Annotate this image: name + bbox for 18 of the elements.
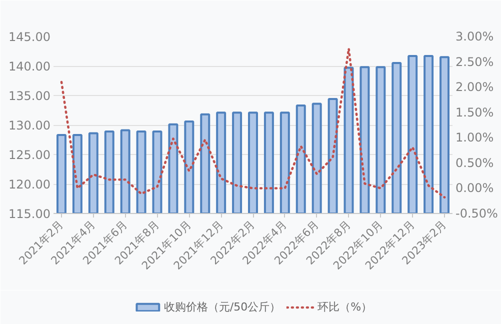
y2-tick-label: 1.50% [456,105,494,120]
y-tick-label: 120.00 [8,178,51,192]
y-tick-label: 130.00 [8,118,51,132]
y2-tick-label: -0.50% [456,206,498,220]
y2-tick-label: 0.50% [456,156,494,170]
y-tick-label: 125.00 [8,148,51,162]
y-tick-label: 140.00 [8,60,51,74]
y2-tick-label: 2.00% [456,80,494,94]
line-series [60,47,446,198]
y-tick-label: 115.00 [8,207,51,221]
legend-label: 环比（%） [318,300,372,314]
y2-tick-label: 1.00% [456,130,494,145]
y2-tick-label: 0.00% [456,181,494,196]
y2-tick-label: 3.00% [456,30,494,44]
y-tick-label: 145.00 [8,30,51,44]
y2-tick-label: 2.50% [456,54,494,69]
y-tick-label: 135.00 [8,89,51,103]
legend-label: 收购价格（元/50公斤） [164,300,281,314]
